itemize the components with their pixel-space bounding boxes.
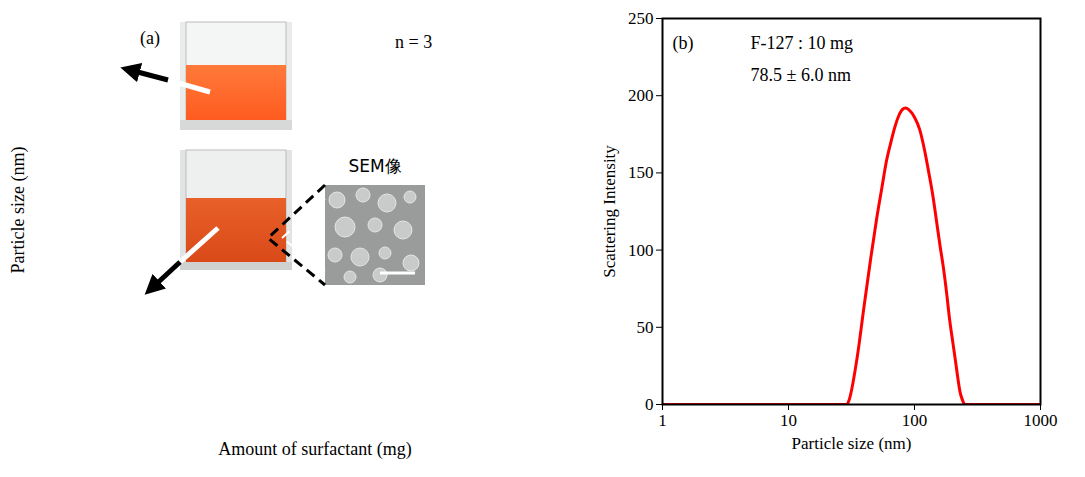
svg-text:1: 1 bbox=[658, 411, 667, 430]
svg-text:78.5 ± 6.0 nm: 78.5 ± 6.0 nm bbox=[751, 65, 851, 85]
svg-text:100: 100 bbox=[628, 241, 654, 260]
svg-text:Scattering Intensity: Scattering Intensity bbox=[600, 145, 619, 278]
svg-text:250: 250 bbox=[628, 9, 654, 28]
svg-text:F-127 : 10 mg: F-127 : 10 mg bbox=[751, 33, 854, 53]
svg-text:1000: 1000 bbox=[1024, 411, 1058, 430]
svg-text:n = 3: n = 3 bbox=[395, 32, 432, 52]
svg-text:(b): (b) bbox=[673, 33, 694, 54]
svg-text:50: 50 bbox=[637, 318, 654, 337]
svg-text:Particle size (nm): Particle size (nm) bbox=[792, 434, 912, 453]
svg-text:(a): (a) bbox=[140, 28, 160, 49]
svg-text:0: 0 bbox=[645, 395, 654, 414]
svg-text:Particle size (nm): Particle size (nm) bbox=[8, 147, 29, 274]
svg-text:Amount of surfactant (mg): Amount of surfactant (mg) bbox=[218, 439, 411, 460]
svg-text:200: 200 bbox=[628, 86, 654, 105]
svg-text:SEM像: SEM像 bbox=[348, 156, 401, 176]
svg-text:10: 10 bbox=[780, 411, 797, 430]
svg-text:150: 150 bbox=[628, 163, 654, 182]
svg-text:100: 100 bbox=[902, 411, 928, 430]
